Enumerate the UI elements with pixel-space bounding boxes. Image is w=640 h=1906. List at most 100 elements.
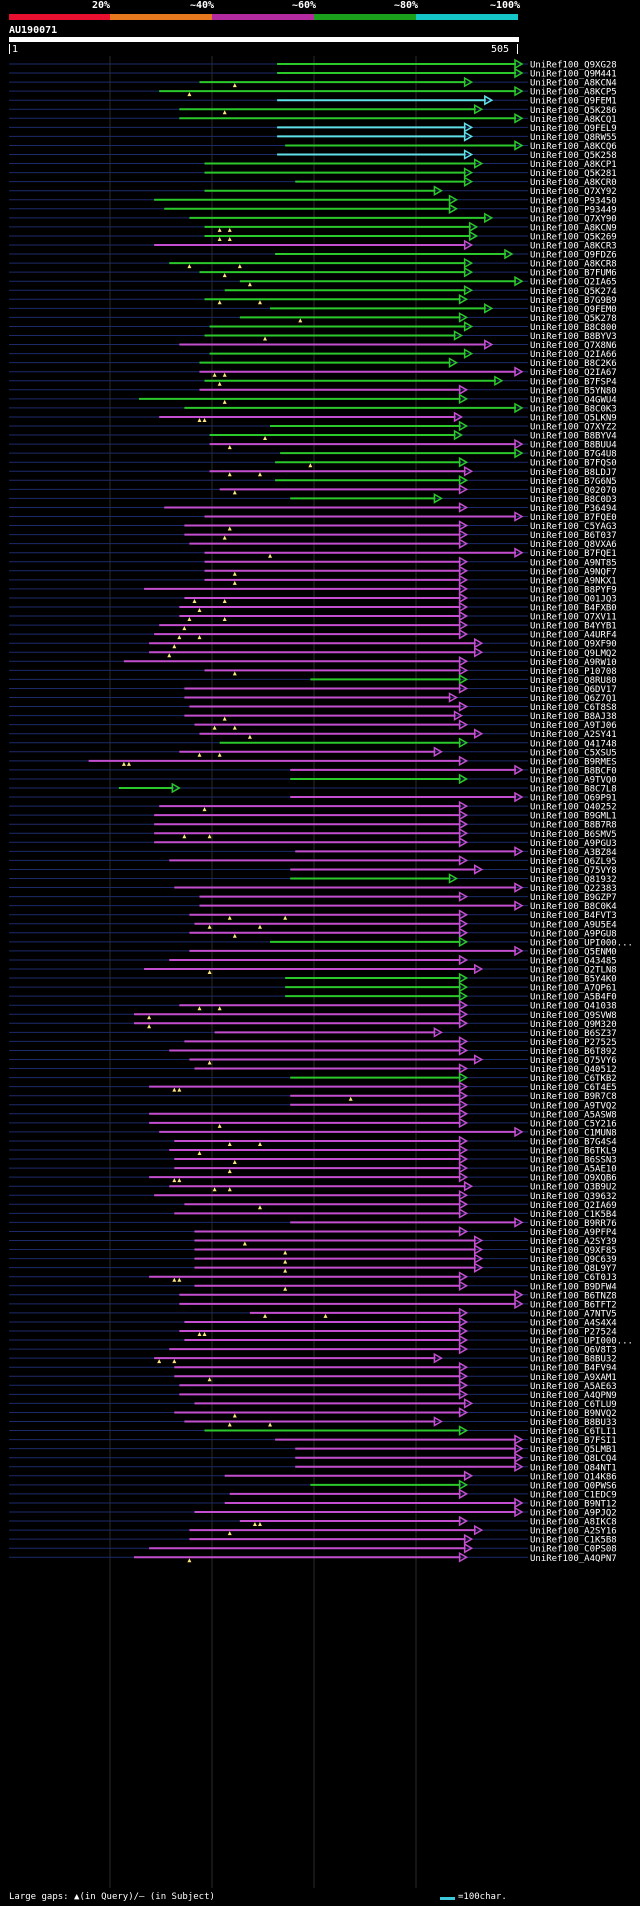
hit-label[interactable]: UniRef100_B7FSP4 [530, 377, 617, 387]
hit-label[interactable]: UniRef100_A9NQF7 [530, 567, 617, 577]
hit-label[interactable]: UniRef100_A4QPN9 [530, 1391, 617, 1401]
hit-label[interactable]: UniRef100_A7NTV5 [530, 1309, 617, 1319]
hit-label[interactable]: UniRef100_A8IKC8 [530, 1518, 617, 1528]
hit-label[interactable]: UniRef100_Q39632 [530, 1192, 617, 1202]
hit-label[interactable]: UniRef100_Q41038 [530, 1002, 617, 1012]
hit-label[interactable]: UniRef100_C6TLI1 [530, 1427, 617, 1437]
hit-label[interactable]: UniRef100_Q6ZL95 [530, 857, 617, 867]
hit-label[interactable]: UniRef100_B9GZP7 [530, 893, 617, 903]
hit-label[interactable]: UniRef100_Q9M320 [530, 1020, 617, 1030]
hit-label[interactable]: UniRef100_C6TLU9 [530, 1400, 617, 1410]
hit-label[interactable]: UniRef100_Q5K269 [530, 232, 617, 242]
hit-label[interactable]: UniRef100_A9TVQ2 [530, 1101, 617, 1111]
hit-label[interactable]: UniRef100_A9NT85 [530, 558, 617, 568]
hit-label[interactable]: UniRef100_B9NVQ2 [530, 1409, 617, 1419]
hit-label[interactable]: UniRef100_B9NT12 [530, 1499, 617, 1509]
hit-label[interactable]: UniRef100_B5YN80 [530, 386, 617, 396]
hit-label[interactable]: UniRef100_Q8L9Y7 [530, 1264, 617, 1274]
hit-label[interactable]: UniRef100_B8BUU4 [530, 441, 617, 451]
hit-label[interactable]: UniRef100_A9PGU3 [530, 839, 617, 849]
hit-label[interactable]: UniRef100_Q5K278 [530, 314, 617, 324]
hit-label[interactable]: UniRef100_A9TVQ0 [530, 775, 617, 785]
hit-label[interactable]: UniRef100_Q7XV11 [530, 613, 617, 623]
hit-label[interactable]: UniRef100_B7G9B9 [530, 296, 617, 306]
hit-label[interactable]: UniRef100_Q81932 [530, 875, 617, 885]
hit-label[interactable]: UniRef100_Q9C639 [530, 1255, 617, 1265]
hit-label[interactable]: UniRef100_A2SY16 [530, 1527, 617, 1537]
hit-label[interactable]: UniRef100_A4S4X4 [530, 1318, 617, 1328]
hit-label[interactable]: UniRef100_Q9LMQ2 [530, 649, 617, 659]
hit-label[interactable]: UniRef100_A9U5E4 [530, 920, 617, 930]
hit-label[interactable]: UniRef100_B8BYV4 [530, 432, 617, 442]
hit-label[interactable]: UniRef100_Q43485 [530, 956, 617, 966]
hit-label[interactable]: UniRef100_Q9XF85 [530, 1246, 617, 1256]
hit-label[interactable]: UniRef100_A8KCN4 [530, 79, 617, 89]
hit-label[interactable]: UniRef100_B8C0K3 [530, 404, 617, 414]
hit-label[interactable]: UniRef100_Q4GWU4 [530, 395, 617, 405]
hit-label[interactable]: UniRef100_Q5LMB1 [530, 1445, 617, 1455]
hit-label[interactable]: UniRef100_B4FV94 [530, 1364, 617, 1374]
hit-label[interactable]: UniRef100_Q9XQB6 [530, 1174, 617, 1184]
hit-label[interactable]: UniRef100_B8LDJ7 [530, 468, 617, 478]
hit-label[interactable]: UniRef100_C6T0J3 [530, 1273, 617, 1283]
hit-label[interactable]: UniRef100_P36494 [530, 504, 617, 514]
hit-label[interactable]: UniRef100_A5AE63 [530, 1382, 617, 1392]
hit-label[interactable]: UniRef100_Q9FEL9 [530, 124, 617, 134]
hit-label[interactable]: UniRef100_Q2IA66 [530, 350, 617, 360]
hit-label[interactable]: UniRef100_B6T037 [530, 531, 617, 541]
hit-label[interactable]: UniRef100_A5ASW8 [530, 1110, 617, 1120]
hit-label[interactable]: UniRef100_B8PYF9 [530, 585, 617, 595]
hit-label[interactable]: UniRef100_Q9M441 [530, 70, 617, 80]
hit-label[interactable]: UniRef100_C6T4E5 [530, 1083, 617, 1093]
hit-label[interactable]: UniRef100_B8AJ38 [530, 712, 617, 722]
hit-label[interactable]: UniRef100_B8C0K4 [530, 902, 617, 912]
hit-label[interactable]: UniRef100_Q75VY8 [530, 866, 617, 876]
hit-label[interactable]: UniRef100_C5XSU5 [530, 748, 617, 758]
hit-label[interactable]: UniRef100_UPI000... [530, 938, 633, 948]
hit-label[interactable]: UniRef100_Q8VXA6 [530, 540, 617, 550]
hit-label[interactable]: UniRef100_B8C7L8 [530, 785, 617, 795]
hit-label[interactable]: UniRef100_Q5ENM0 [530, 947, 617, 957]
hit-label[interactable]: UniRef100_B8C0D3 [530, 495, 617, 505]
hit-label[interactable]: UniRef100_Q9FEM0 [530, 305, 617, 315]
hit-label[interactable]: UniRef100_B4FVT3 [530, 911, 617, 921]
hit-label[interactable]: UniRef100_C1EDC9 [530, 1490, 617, 1500]
hit-label[interactable]: UniRef100_C5YAG3 [530, 522, 617, 532]
hit-label[interactable]: UniRef100_Q7XY90 [530, 214, 617, 224]
hit-label[interactable]: UniRef100_Q2IA69 [530, 1201, 617, 1211]
hit-label[interactable]: UniRef100_C1K5B8 [530, 1536, 617, 1546]
hit-label[interactable]: UniRef100_P27525 [530, 1038, 617, 1048]
hit-label[interactable]: UniRef100_B6SZ37 [530, 1029, 617, 1039]
hit-label[interactable]: UniRef100_B7FSI1 [530, 1436, 617, 1446]
hit-label[interactable]: UniRef100_B7G4U8 [530, 450, 617, 460]
hit-label[interactable]: UniRef100_Q41748 [530, 739, 617, 749]
hit-label[interactable]: UniRef100_A8KCQ1 [530, 115, 617, 125]
hit-label[interactable]: UniRef100_A8KCQ6 [530, 142, 617, 152]
hit-label[interactable]: UniRef100_A9PFP4 [530, 1228, 617, 1238]
hit-label[interactable]: UniRef100_B8C2K6 [530, 359, 617, 369]
hit-label[interactable]: UniRef100_Q9FEM1 [530, 97, 617, 107]
hit-label[interactable]: UniRef100_Q7XYZ2 [530, 423, 617, 433]
hit-label[interactable]: UniRef100_B4YYB1 [530, 622, 617, 632]
hit-label[interactable]: UniRef100_A3BZ84 [530, 848, 617, 858]
hit-label[interactable]: UniRef100_B8BU32 [530, 1355, 617, 1365]
hit-label[interactable]: UniRef100_Q2IA65 [530, 278, 617, 288]
hit-label[interactable]: UniRef100_B6TFT2 [530, 1300, 617, 1310]
hit-label[interactable]: UniRef100_B4FXB0 [530, 604, 617, 614]
hit-label[interactable]: UniRef100_Q5K281 [530, 169, 617, 179]
hit-label[interactable]: UniRef100_B6T892 [530, 1047, 617, 1057]
hit-label[interactable]: UniRef100_A9PJQ2 [530, 1509, 617, 1519]
hit-label[interactable]: UniRef100_Q22383 [530, 884, 617, 894]
hit-label[interactable]: UniRef100_P27524 [530, 1328, 617, 1338]
hit-label[interactable]: UniRef100_P10708 [530, 667, 617, 677]
hit-label[interactable]: UniRef100_Q9XG28 [530, 61, 617, 71]
hit-label[interactable]: UniRef100_B7FQE1 [530, 549, 617, 559]
hit-label[interactable]: UniRef100_Q6V8T3 [530, 1346, 617, 1356]
hit-label[interactable]: UniRef100_B8C800 [530, 323, 617, 333]
hit-label[interactable]: UniRef100_UPI000... [530, 1337, 633, 1347]
hit-label[interactable]: UniRef100_Q9XF90 [530, 640, 617, 650]
hit-label[interactable]: UniRef100_C5Y216 [530, 1119, 617, 1129]
hit-label[interactable]: UniRef100_B6SSN3 [530, 1156, 617, 1166]
hit-label[interactable]: UniRef100_Q6Z7Q1 [530, 694, 617, 704]
hit-label[interactable]: UniRef100_B7FUM6 [530, 269, 617, 279]
